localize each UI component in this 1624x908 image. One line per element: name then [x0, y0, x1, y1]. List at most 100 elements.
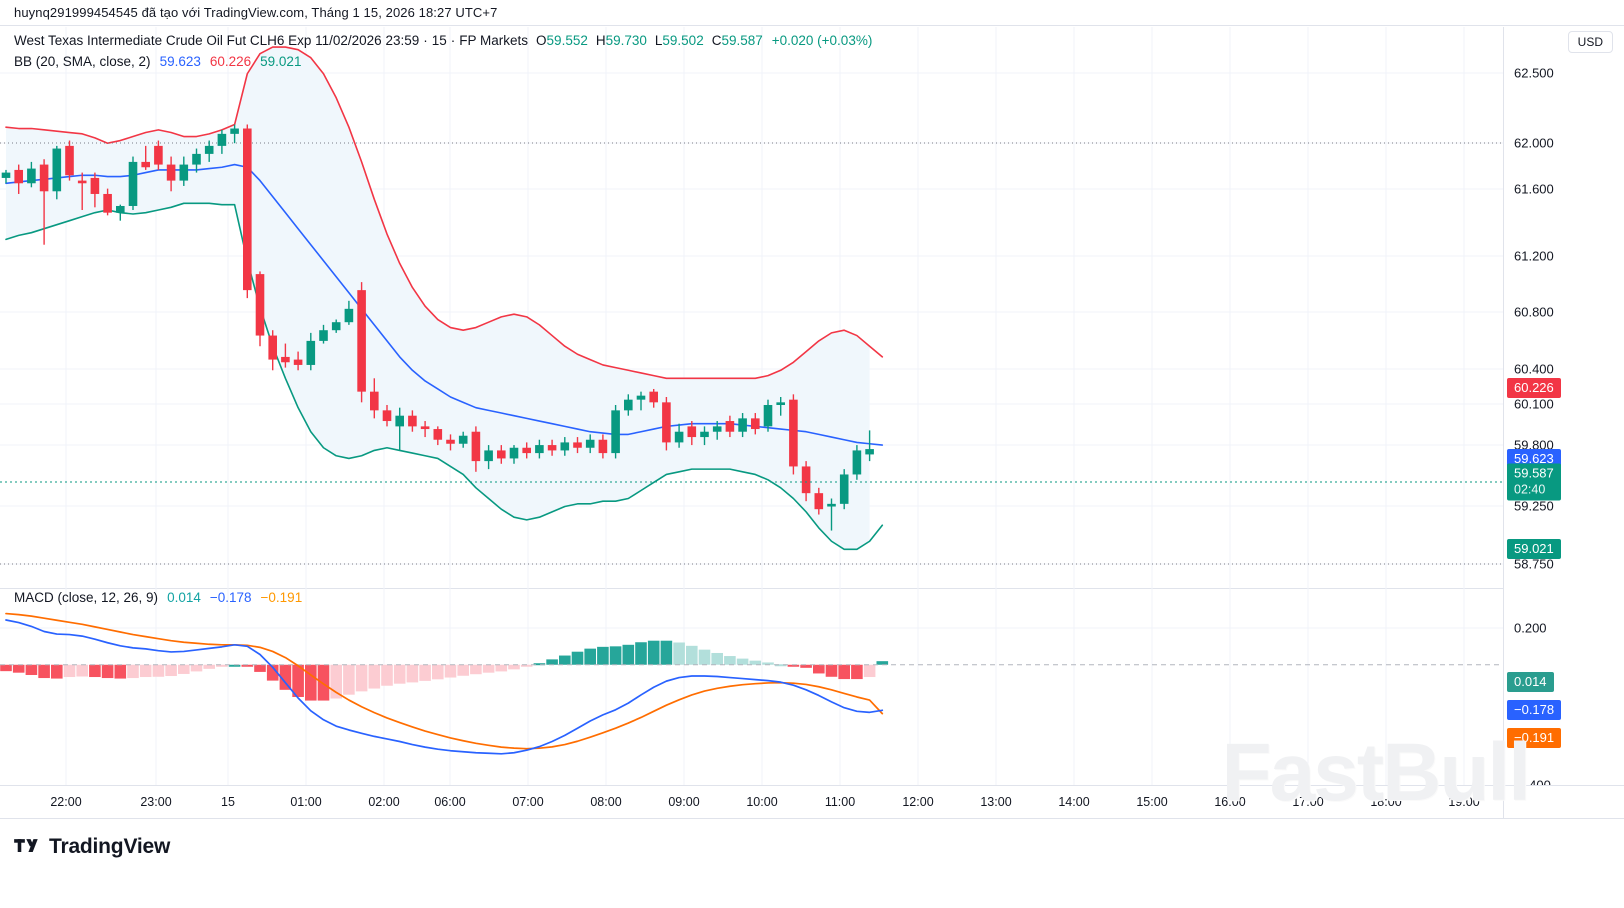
time-label-8: 09:00	[668, 795, 699, 809]
candle-10[interactable]	[129, 157, 138, 210]
macd-line-badge[interactable]: −0.178	[1507, 700, 1561, 720]
candle-body	[268, 336, 277, 360]
macd-histogram-bar-14	[178, 665, 190, 674]
macd-histogram-bar-52	[661, 641, 673, 665]
candle-body	[637, 396, 646, 400]
macd-signal-line	[6, 614, 882, 749]
time-label-12: 13:00	[980, 795, 1011, 809]
candle-body	[459, 436, 468, 444]
macd-histogram-bar-39	[496, 665, 508, 672]
macd-histogram-bar-33	[419, 665, 431, 681]
candle-52[interactable]	[662, 397, 671, 450]
candle-body	[853, 450, 862, 474]
price-tick-6: 60.100	[1514, 397, 1554, 412]
candle-19[interactable]	[243, 125, 252, 299]
close-number: 59.587	[721, 33, 762, 48]
macd-histogram-value: 0.014	[167, 588, 201, 607]
price-tick-10: 0.200	[1514, 621, 1547, 636]
symbol-legend-row[interactable]: West Texas Intermediate Crude Oil Fut CL…	[14, 31, 872, 50]
price-tick-4: 60.800	[1514, 305, 1554, 320]
bb-lower-badge[interactable]: 59.021	[1507, 539, 1561, 559]
macd-histogram-bar-57	[724, 656, 736, 665]
candle-body	[510, 448, 519, 459]
tradingview-logo-icon	[14, 837, 40, 857]
price-tick-2: 61.600	[1514, 182, 1554, 197]
candle-body	[408, 416, 417, 427]
candle-body	[243, 129, 252, 291]
exchange-label: FP Markets	[459, 31, 528, 50]
candle-body	[218, 134, 227, 146]
macd-histogram-bar-0	[0, 665, 12, 671]
candle-body	[484, 450, 493, 461]
candle-20[interactable]	[256, 271, 265, 346]
candle-body	[548, 445, 557, 450]
candle-body	[586, 440, 595, 448]
macd-legend[interactable]: MACD (close, 12, 26, 9) 0.014 −0.178 −0.…	[14, 588, 302, 607]
candle-body	[472, 432, 481, 461]
candle-9[interactable]	[116, 205, 125, 221]
macd-histogram-bar-69	[877, 661, 889, 665]
time-label-6: 07:00	[512, 795, 543, 809]
macd-histogram-bar-13	[165, 665, 177, 676]
macd-histogram-bar-10	[127, 665, 139, 678]
price-scale[interactable]: USD 62.50062.00061.60061.20060.80060.400…	[1503, 27, 1624, 785]
candle-body	[662, 402, 671, 442]
candle-body	[141, 162, 150, 167]
time-label-11: 12:00	[902, 795, 933, 809]
tradingview-brand: TradingView	[14, 835, 170, 859]
candle-body	[65, 146, 74, 175]
candle-body	[611, 410, 620, 453]
macd-histogram-bar-31	[394, 665, 406, 684]
time-label-1: 23:00	[140, 795, 171, 809]
time-label-10: 11:00	[825, 795, 855, 809]
candle-body	[256, 274, 265, 335]
macd-histogram-bar-38	[483, 665, 495, 673]
candle-body	[154, 146, 163, 165]
open-number: 59.552	[547, 33, 588, 48]
candle-66[interactable]	[840, 469, 849, 509]
candle-21[interactable]	[268, 330, 277, 370]
macd-line-value: −0.178	[210, 588, 252, 607]
candle-body	[40, 165, 49, 192]
macd-hist-badge[interactable]: 0.014	[1507, 672, 1554, 692]
candle-body	[700, 432, 709, 437]
candle-body	[573, 442, 582, 447]
candle-4[interactable]	[53, 146, 62, 199]
candle-body	[421, 426, 430, 429]
macd-histogram-bar-6	[76, 665, 88, 677]
candle-28[interactable]	[357, 282, 366, 402]
candle-body	[751, 418, 760, 429]
high-key: H	[596, 33, 606, 48]
candle-body	[230, 129, 239, 134]
candle-5[interactable]	[65, 141, 74, 181]
open-key: O	[536, 33, 547, 48]
candle-body	[307, 341, 316, 365]
macd-histogram-bar-58	[737, 659, 749, 665]
candle-body	[332, 322, 341, 330]
currency-chip[interactable]: USD	[1568, 31, 1613, 53]
macd-histogram-bar-50	[635, 642, 647, 665]
macd-histogram-bar-56	[711, 653, 723, 665]
candle-48[interactable]	[611, 405, 620, 458]
open-value: O59.552	[536, 31, 588, 50]
macd-legend-row[interactable]: MACD (close, 12, 26, 9) 0.014 −0.178 −0.…	[14, 588, 302, 607]
low-value: L59.502	[655, 31, 704, 50]
candle-body	[624, 400, 633, 411]
last-price-badge[interactable]: 59.58702:40	[1507, 464, 1561, 501]
interval-label[interactable]: 15	[432, 31, 447, 50]
macd-histogram-bar-37	[470, 665, 482, 674]
price-chart-pane[interactable]	[0, 27, 1503, 588]
macd-signal-value: −0.191	[261, 588, 303, 607]
bollinger-legend-row[interactable]: BB (20, SMA, close, 2) 59.623 60.226 59.…	[14, 52, 872, 71]
candle-body	[738, 418, 747, 431]
macd-histogram-bar-25	[318, 665, 330, 701]
candle-body	[497, 450, 506, 458]
candle-body	[395, 416, 404, 427]
change-value: +0.020 (+0.03%)	[772, 31, 873, 50]
candle-62[interactable]	[789, 394, 798, 474]
candle-body	[2, 173, 11, 178]
macd-histogram-bar-29	[369, 665, 381, 689]
macd-histogram-bar-20	[254, 665, 266, 672]
bb-upper-badge[interactable]: 60.226	[1507, 378, 1561, 398]
macd-line	[6, 620, 882, 754]
